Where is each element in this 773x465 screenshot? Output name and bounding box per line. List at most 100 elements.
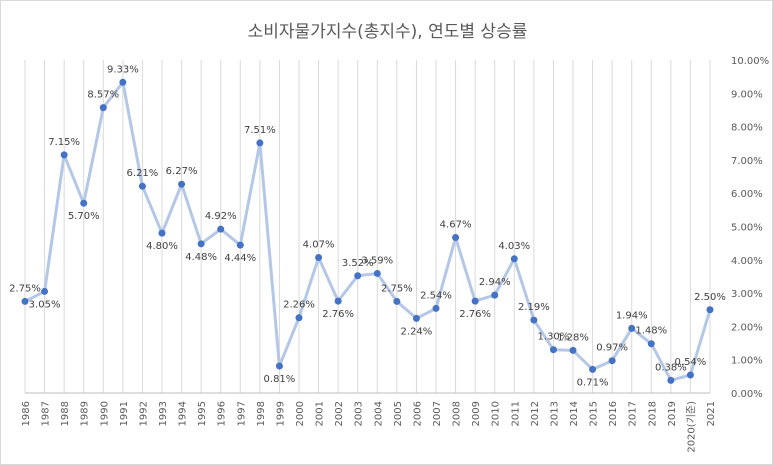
data-point-1992 (138, 182, 146, 190)
data-label-1994: 6.27% (166, 166, 198, 177)
x-tick-label: 1991 (119, 401, 130, 426)
data-label-2007: 2.54% (420, 290, 452, 301)
data-label-2011: 4.03% (498, 241, 530, 252)
x-tick-label: 1990 (99, 401, 110, 426)
data-label-2012: 2.19% (518, 302, 550, 313)
data-label-2016: 0.97% (596, 343, 628, 354)
data-label-2013: 1.30% (538, 332, 570, 343)
data-label-1998: 7.51% (244, 125, 276, 136)
x-tick-label: 1999 (275, 401, 286, 426)
x-tick-label: 2010 (491, 401, 502, 426)
data-point-1990 (99, 104, 107, 112)
x-tick-label: 1989 (80, 401, 91, 426)
x-tick-label: 2002 (334, 401, 345, 426)
y-tick-label: 3.00% (731, 289, 763, 300)
data-label-2002: 2.76% (322, 309, 354, 320)
x-tick-label: 1993 (158, 401, 169, 426)
data-point-2006 (412, 314, 420, 322)
data-label-2005: 2.75% (381, 283, 413, 294)
x-tick-label: 1992 (138, 401, 149, 426)
x-tick-label: 2018 (647, 401, 658, 426)
x-tick-label: 1997 (236, 401, 247, 426)
x-tick-label: 1994 (178, 401, 189, 426)
y-axis-ticks: 0.00% 1.00% 2.00% 3.00% 4.00% 5.00% 6.00% 7.00%… (731, 56, 769, 400)
data-label-2019: 0.38% (655, 362, 687, 373)
x-tick-label: 2017 (628, 401, 639, 426)
data-point-2015 (589, 365, 597, 373)
x-tick-label: 2007 (432, 401, 443, 426)
x-tick-label: 2011 (510, 401, 521, 426)
data-point-2010 (491, 291, 499, 299)
data-point-1987 (41, 287, 49, 295)
data-point-2008 (452, 233, 460, 241)
data-point-1995 (197, 240, 205, 248)
data-label-2017: 1.94% (616, 310, 648, 321)
markers (21, 78, 714, 384)
data-label-2015: 0.71% (577, 377, 609, 388)
chart-title: 소비자물가지수(총지수), 연도별 상승률 (247, 22, 528, 42)
data-point-2017 (628, 324, 636, 332)
x-tick-label: 2021 (706, 401, 717, 426)
x-tick-label: 1986 (21, 401, 32, 426)
data-label-1988: 7.15% (48, 137, 80, 148)
data-point-2004 (373, 269, 381, 277)
y-tick-label: 8.00% (731, 123, 763, 134)
x-tick-label: 2020(기준) (685, 401, 697, 453)
y-tick-label: 5.00% (731, 223, 763, 234)
x-tick-label: 2001 (315, 401, 326, 426)
data-label-2018: 1.48% (635, 326, 667, 337)
data-point-2021 (706, 306, 714, 314)
data-point-1986 (21, 297, 29, 305)
data-point-2003 (354, 272, 362, 280)
x-tick-label: 2008 (452, 401, 463, 426)
x-tick-label: 2004 (373, 401, 384, 426)
data-label-2014: 1.28% (557, 332, 589, 343)
data-point-2009 (471, 297, 479, 305)
data-point-1991 (119, 78, 127, 86)
x-tick-label: 1988 (60, 401, 71, 426)
data-point-2011 (510, 255, 518, 263)
x-tick-label: 2015 (589, 401, 600, 426)
data-point-2001 (315, 253, 323, 261)
data-point-1997 (236, 241, 244, 249)
data-label-1990: 8.57% (87, 90, 119, 101)
data-point-2005 (393, 297, 401, 305)
x-tick-label: 2009 (471, 401, 482, 426)
y-tick-label: 0.00% (731, 389, 763, 400)
data-label-1991: 9.33% (107, 64, 139, 75)
data-label-2006: 2.24% (401, 326, 433, 337)
x-tick-label: 2000 (295, 401, 306, 426)
data-point-2012 (530, 316, 538, 324)
data-point-2002 (334, 297, 342, 305)
data-point-2014 (569, 346, 577, 354)
x-tick-label: 1998 (256, 401, 267, 426)
x-tick-label: 2006 (412, 401, 423, 426)
y-tick-label: 6.00% (731, 189, 763, 200)
x-tick-label: 1996 (217, 401, 228, 426)
data-label-1995: 4.48% (185, 252, 217, 263)
x-tick-label: 2012 (530, 401, 541, 426)
data-point-2019 (667, 376, 675, 384)
x-tick-label: 1987 (41, 401, 52, 426)
data-point-1993 (158, 229, 166, 237)
data-label-2010: 2.94% (479, 277, 511, 288)
data-point-2007 (432, 304, 440, 312)
data-point-2000 (295, 314, 303, 322)
data-label-2009: 2.76% (459, 309, 491, 320)
data-point-2020(기준) (686, 371, 694, 379)
data-point-1996 (217, 225, 225, 233)
data-point-1999 (275, 362, 283, 370)
data-label-2004: 3.59% (361, 255, 393, 266)
x-tick-label: 1995 (197, 401, 208, 426)
data-labels: 2.75% 3.05% 7.15% 5.70% 8.57% 9.33% 6.21% 4.80%… (9, 64, 726, 388)
data-point-2018 (647, 340, 655, 348)
data-point-1998 (256, 139, 264, 147)
y-tick-label: 2.00% (731, 322, 763, 333)
data-point-1989 (80, 199, 88, 207)
y-tick-label: 4.00% (731, 256, 763, 267)
data-label-2020(기준): 0.54% (675, 357, 707, 368)
data-point-2013 (549, 346, 557, 354)
y-tick-label: 7.00% (731, 156, 763, 167)
